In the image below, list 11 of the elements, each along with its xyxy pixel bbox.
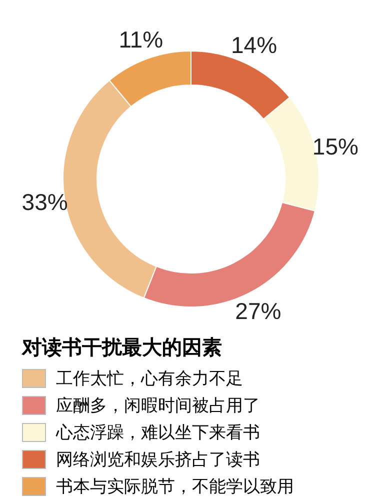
legend-label: 工作太忙，心有余力不足	[56, 368, 243, 390]
data-label: 33%	[22, 189, 68, 216]
legend-label: 网络浏览和娱乐挤占了读书	[56, 449, 260, 471]
legend-label: 书本与实际脱节，不能学以致用	[56, 476, 294, 498]
legend-label: 应酬多，闲暇时间被占用了	[56, 395, 260, 417]
data-label: 11%	[118, 26, 164, 53]
data-label: 15%	[312, 134, 358, 160]
data-label: 14%	[230, 32, 278, 58]
legend-label: 心态浮躁，难以坐下来看书	[56, 422, 260, 444]
data-label: 27%	[235, 298, 282, 324]
legend-title: 对读书干扰最大的因素	[22, 336, 223, 361]
